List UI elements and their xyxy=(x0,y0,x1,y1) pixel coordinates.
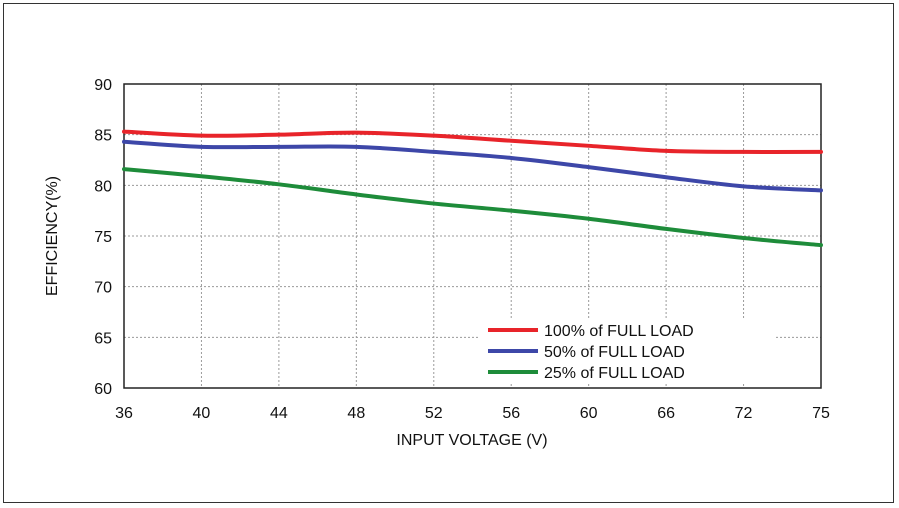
y-axis-label: EFFICIENCY(%) xyxy=(44,176,61,296)
y-tick-label: 65 xyxy=(94,330,112,347)
x-tick-label: 40 xyxy=(193,405,211,422)
x-axis-ticks: 36 40 44 48 52 56 60 66 72 75 xyxy=(115,405,830,422)
y-tick-label: 60 xyxy=(94,381,112,398)
x-tick-label: 36 xyxy=(115,405,133,422)
y-axis-ticks: 60 65 70 75 80 85 90 xyxy=(94,77,112,398)
plot-border xyxy=(123,83,822,389)
series-line-1 xyxy=(122,129,823,154)
series-lines xyxy=(122,129,823,248)
y-tick-label: 90 xyxy=(94,77,112,94)
y-tick-label: 85 xyxy=(94,128,112,145)
x-tick-label: 72 xyxy=(735,405,753,422)
x-tick-label: 66 xyxy=(657,405,675,422)
legend-label: 50% of FULL LOAD xyxy=(544,344,685,361)
x-tick-label: 56 xyxy=(502,405,520,422)
x-tick-label: 60 xyxy=(580,405,598,422)
legend-label: 100% of FULL LOAD xyxy=(544,323,694,340)
series-line-2 xyxy=(122,139,823,193)
x-tick-label: 44 xyxy=(270,405,288,422)
y-tick-label: 75 xyxy=(94,229,112,246)
x-tick-label: 48 xyxy=(347,405,365,422)
x-axis-label: INPUT VOLTAGE (V) xyxy=(396,432,547,449)
x-tick-label: 52 xyxy=(425,405,443,422)
y-tick-label: 70 xyxy=(94,280,112,297)
x-tick-label: 75 xyxy=(812,405,830,422)
y-tick-label: 80 xyxy=(94,178,112,195)
legend: 100% of FULL LOAD 50% of FULL LOAD 25% of … xyxy=(478,318,774,384)
series-line-3 xyxy=(122,167,823,248)
legend-label: 25% of FULL LOAD xyxy=(544,365,685,382)
